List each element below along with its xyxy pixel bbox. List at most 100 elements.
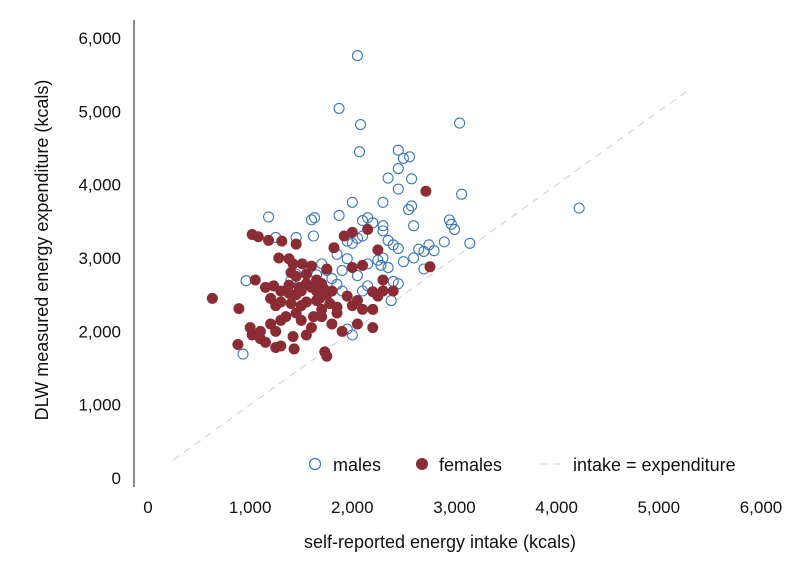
male-point [377,225,389,237]
male-point [573,202,585,214]
x-tick-label: 6,000 [740,498,783,517]
male-point [392,144,404,156]
male-point [263,211,275,223]
female-point [295,314,307,326]
x-tick-label: 1,000 [229,498,272,517]
y-axis-ticks: 0 1,000 2,000 3,000 4,000 5,000 6,000 [78,29,121,488]
female-point [346,262,358,274]
male-point [356,215,369,227]
male-point [382,172,394,184]
male-point [377,196,389,208]
male-point [305,214,318,226]
marks-layer [206,50,585,362]
x-axis-title: self-reported energy intake (kcals) [304,532,576,552]
female-point [357,259,369,271]
female-point [367,322,379,334]
female-point [308,311,320,323]
legend-females-marker [416,458,428,470]
male-point [346,329,358,341]
male-point [408,220,420,232]
female-point [300,268,312,280]
y-axis-title: DLW measured energy expenditure (kcals) [32,80,52,421]
female-point [321,350,333,362]
legend-females-label: females [439,455,502,475]
female-point [321,263,333,275]
female-point [287,330,299,342]
male-point [346,237,358,249]
female-point [338,230,350,242]
male-point [351,50,363,62]
male-point [346,196,358,208]
male-point [397,152,409,164]
male-point [428,245,440,257]
plot-area [133,20,690,487]
female-point [346,226,358,238]
male-point [392,278,404,290]
male-point [402,204,415,216]
x-tick-label: 4,000 [535,498,578,517]
female-point [290,238,302,250]
female-point [290,270,302,282]
female-point [331,307,343,319]
y-tick-label: 1,000 [78,396,121,415]
female-point [300,296,312,308]
female-point [296,258,308,270]
x-tick-label: 3,000 [433,498,476,517]
male-point [307,230,320,242]
female-point [324,297,336,309]
x-tick-label: 5,000 [638,498,681,517]
female-point [259,281,271,293]
legend: males females intake = expenditure [308,455,736,475]
male-point [392,162,404,175]
female-point [362,223,374,235]
male-point [454,117,466,129]
male-point [353,146,366,158]
female-point [263,234,275,246]
male-point [438,236,450,248]
female-point [326,318,338,330]
female-point [300,329,312,341]
female-point [252,231,264,243]
y-tick-label: 6,000 [78,29,121,48]
y-tick-label: 0 [112,469,121,488]
y-tick-label: 2,000 [78,322,121,341]
female-point [420,185,432,197]
male-point [308,212,321,224]
female-point [233,303,245,315]
female-point [283,279,295,291]
male-point [326,272,338,285]
male-point [333,209,345,222]
female-point [270,325,282,337]
legend-males-label: males [333,455,381,475]
female-point [232,339,244,351]
male-point [448,223,461,235]
y-tick-label: 3,000 [78,249,121,268]
female-point [305,260,317,272]
male-point [413,243,425,255]
female-point [372,244,384,256]
male-point [423,239,435,251]
male-point [392,242,404,255]
female-point [357,303,369,315]
male-point [382,261,394,274]
male-point [377,252,389,264]
male-point [392,183,404,195]
legend-diagonal-label: intake = expenditure [573,455,736,475]
diagonal-reference-line [173,88,690,461]
y-tick-label: 4,000 [78,176,121,195]
male-point [237,348,249,360]
male-point [333,102,345,114]
female-point [249,274,261,286]
female-point [293,281,305,293]
female-point [346,300,358,312]
female-point [367,303,379,315]
female-point [351,318,363,330]
female-point [316,311,328,323]
female-point [318,283,330,295]
female-point [377,274,389,286]
male-point [397,256,409,268]
female-point [275,340,287,352]
male-point [351,270,363,282]
x-tick-label: 2,000 [331,498,374,517]
female-point [273,252,285,264]
